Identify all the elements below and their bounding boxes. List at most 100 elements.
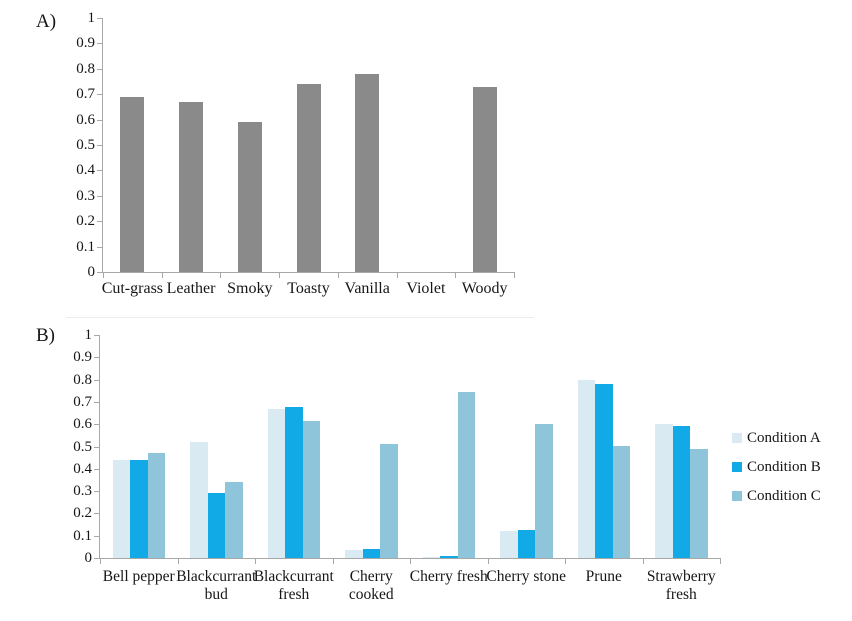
y-tick-mark: [97, 170, 102, 171]
bar: [672, 426, 690, 558]
category-label: Vanilla: [344, 280, 390, 297]
category-label: Woody: [461, 280, 508, 297]
y-tick-mark: [97, 120, 102, 121]
bar: [457, 392, 475, 558]
bar: [655, 424, 673, 558]
y-tick-mark: [94, 447, 99, 448]
y-tick-mark: [94, 380, 99, 381]
x-tick-mark: [488, 559, 489, 564]
category-label: Blackcurrant bud: [176, 568, 257, 604]
category-label: Blackcurrant fresh: [253, 568, 334, 604]
y-tick-label: 0.4: [73, 461, 92, 477]
legend-label: Condition B: [747, 459, 821, 475]
y-axis-line: [102, 18, 103, 273]
bar: [355, 74, 380, 272]
bar: [422, 557, 440, 558]
y-tick-label: 0.7: [76, 86, 95, 102]
y-axis-line: [99, 335, 100, 559]
y-tick-label: 0.7: [73, 394, 92, 410]
y-tick-mark: [97, 94, 102, 95]
category-label: Cut-grass: [101, 280, 164, 297]
y-tick-mark: [94, 424, 99, 425]
category-label: Bell pepper: [102, 568, 175, 585]
y-tick-label: 0.5: [76, 137, 95, 153]
y-tick-mark: [97, 43, 102, 44]
x-tick-mark: [397, 273, 398, 278]
x-tick-mark: [178, 559, 179, 564]
y-tick-label: 1: [84, 327, 93, 343]
legend-swatch: [732, 433, 742, 443]
y-tick-label: 0.9: [73, 349, 92, 365]
x-tick-mark: [455, 273, 456, 278]
x-tick-mark: [338, 273, 339, 278]
bar: [207, 493, 225, 558]
y-tick-mark: [94, 469, 99, 470]
bar: [345, 550, 363, 558]
panel-divider-line: [66, 317, 534, 318]
x-tick-mark: [279, 273, 280, 278]
legend-swatch: [732, 491, 742, 501]
y-tick-mark: [94, 335, 99, 336]
y-tick-label: 0.1: [76, 239, 95, 255]
y-tick-mark: [97, 272, 102, 273]
y-tick-label: 0.6: [76, 112, 95, 128]
bar: [190, 442, 208, 558]
category-label: Smoky: [227, 280, 273, 297]
y-tick-mark: [97, 18, 102, 19]
bar: [577, 380, 595, 558]
x-tick-mark: [255, 559, 256, 564]
bar: [517, 530, 535, 558]
bar: [380, 444, 398, 558]
x-tick-mark: [162, 273, 163, 278]
bar: [500, 531, 518, 558]
bar: [237, 122, 262, 272]
y-tick-mark: [94, 536, 99, 537]
y-tick-mark: [97, 247, 102, 248]
bar: [535, 424, 553, 558]
bar: [267, 409, 285, 558]
category-label: Leather: [166, 280, 216, 297]
panel-b-label: B): [36, 325, 55, 346]
x-tick-mark: [100, 559, 101, 564]
category-label: Violet: [406, 280, 446, 297]
y-tick-mark: [94, 558, 99, 559]
category-label: Cherry fresh: [409, 568, 488, 585]
legend-label: Condition C: [747, 488, 821, 504]
bar: [285, 407, 303, 558]
bar: [296, 84, 321, 272]
bar: [690, 449, 708, 558]
bar: [440, 556, 458, 558]
y-tick-label: 0.5: [73, 439, 92, 455]
x-tick-mark: [643, 559, 644, 564]
category-label: Cherry cooked: [348, 568, 394, 604]
y-tick-label: 0.8: [73, 372, 92, 388]
y-tick-mark: [97, 145, 102, 146]
category-label: Toasty: [287, 280, 330, 297]
panel-b: B) 1 0.9 0.8 0.7 0.6 0.5 0.4 0.3 0.2 0.1 0 Bell pep…: [0, 310, 852, 621]
bar: [225, 482, 243, 558]
y-tick-label: 0.2: [76, 213, 95, 229]
y-tick-mark: [97, 221, 102, 222]
bar: [130, 460, 148, 558]
y-tick-label: 0.3: [73, 483, 92, 499]
x-tick-mark: [220, 273, 221, 278]
y-tick-label: 0: [84, 550, 93, 566]
category-label: Strawberry fresh: [646, 568, 716, 604]
bar: [612, 446, 630, 558]
y-tick-label: 0.2: [73, 505, 92, 521]
bar: [472, 87, 497, 272]
panel-a-label: A): [36, 11, 57, 32]
bar: [302, 421, 320, 558]
y-tick-label: 0.1: [73, 528, 92, 544]
y-tick-mark: [94, 402, 99, 403]
y-tick-mark: [94, 491, 99, 492]
y-tick-label: 0: [87, 264, 96, 280]
x-tick-mark: [565, 559, 566, 564]
category-label: Cherry stone: [486, 568, 567, 585]
bar: [120, 97, 145, 272]
y-tick-label: 0.6: [73, 416, 92, 432]
x-axis-line: [99, 558, 721, 559]
y-tick-label: 0.4: [76, 162, 95, 178]
y-tick-label: 0.9: [76, 35, 95, 51]
y-tick-label: 0.3: [76, 188, 95, 204]
